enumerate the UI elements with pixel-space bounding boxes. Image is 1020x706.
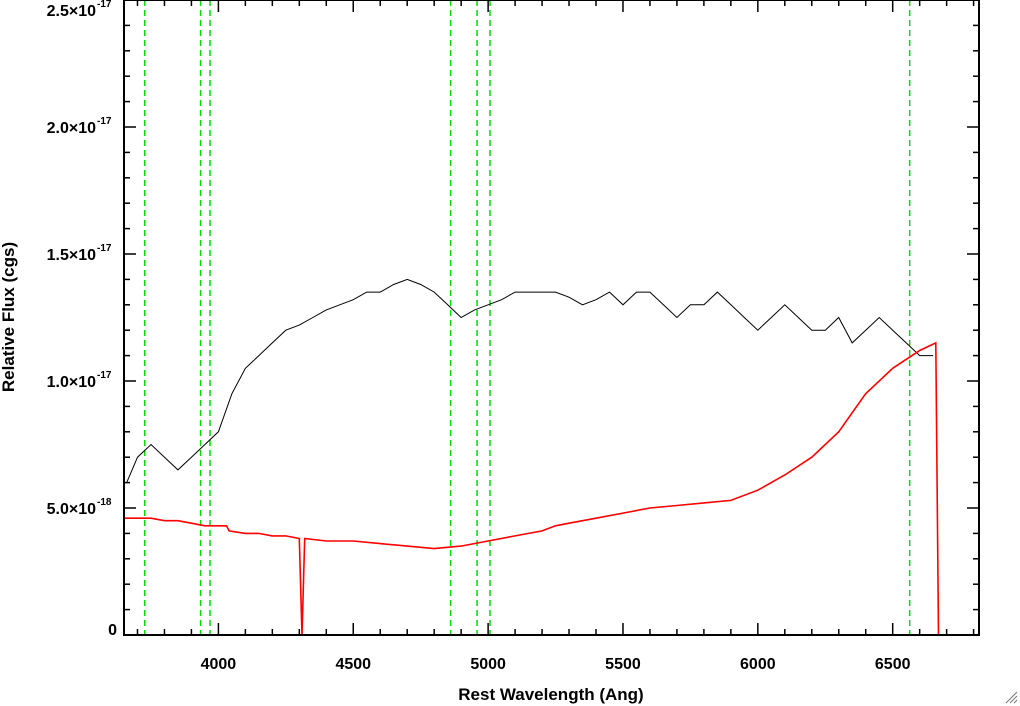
y-tick-label: 5.0×10 (47, 501, 96, 518)
y-tick-exponent: -17 (97, 370, 112, 381)
y-axis: 05.0×10 -181.0×10 -171.5×10 -172.0×10 -172.5… (47, 0, 979, 639)
plot-area (124, 0, 979, 635)
y-tick-label: 1.0×10 (47, 374, 96, 391)
resize-grip-icon[interactable] (1004, 690, 1018, 704)
x-tick-label: 4000 (201, 656, 237, 673)
y-tick-label: 0 (108, 622, 117, 639)
x-axis-title: Rest Wavelength (Ang) (458, 685, 643, 704)
y-tick-exponent: -18 (97, 497, 112, 508)
x-tick-label: 6500 (875, 656, 911, 673)
plot-frame (123, 0, 980, 636)
y-tick-label: 1.5×10 (47, 247, 96, 264)
y-tick-exponent: -17 (97, 116, 112, 127)
y-tick-exponent: -17 (97, 243, 112, 254)
x-tick-label: 5000 (470, 656, 506, 673)
series-line (124, 341, 979, 635)
x-tick-label: 5500 (605, 656, 641, 673)
x-tick-label: 6000 (740, 656, 776, 673)
y-axis-title: Relative Flux (cgs) (0, 242, 18, 392)
y-tick-label: 2.0×10 (47, 120, 96, 137)
series-line (126, 278, 934, 483)
y-tick-exponent: -17 (97, 0, 112, 10)
x-axis: 4000 4500 5000 5500 6000 6500 (136, 0, 975, 673)
y-tick-label: 2.5×10 (47, 3, 96, 20)
x-tick-label: 4500 (335, 656, 371, 673)
